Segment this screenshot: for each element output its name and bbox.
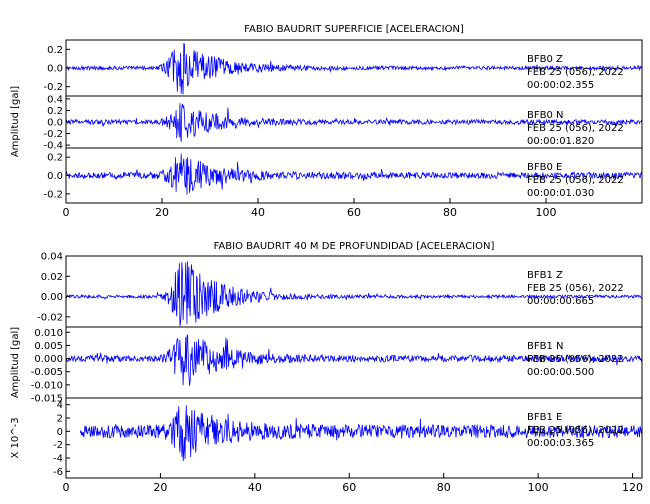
- time-label: 00:00:03.365: [527, 438, 594, 449]
- time-label: 00:00:00.665: [527, 296, 594, 307]
- y-tick-label: 0.000: [34, 354, 63, 365]
- time-label: 00:00:00.500: [527, 367, 594, 378]
- y-tick-label: 0.2: [47, 153, 63, 164]
- y-tick-label: -0.4: [43, 141, 63, 152]
- x-tick-label: 40: [251, 206, 265, 219]
- y-tick-label: 0: [57, 427, 63, 438]
- date-label: FEB 25 (056), 2022: [527, 67, 624, 78]
- chart-title: FABIO BAUDRIT 40 M DE PROFUNDIDAD [ACELE…: [214, 241, 495, 252]
- date-label: FEB 25 (056), 2022: [527, 425, 624, 436]
- y-tick-label: 0.0: [47, 64, 63, 75]
- x-tick-label: 80: [437, 481, 451, 494]
- y-tick-label: -0.2: [43, 189, 63, 200]
- time-label: 00:00:01.820: [527, 136, 594, 147]
- time-label: 00:00:02.355: [527, 80, 594, 91]
- y-tick-label: 0.2: [47, 45, 63, 56]
- plot-frame: [65, 255, 643, 479]
- y-tick-label: 0.04: [41, 252, 63, 263]
- y-tick-label: -0.005: [31, 367, 63, 378]
- chart-title: FABIO BAUDRIT SUPERFICIE [ACELERACION]: [244, 24, 464, 35]
- date-label: FEB 25 (056), 2022: [527, 175, 624, 186]
- y-tick-label: 0.2: [47, 106, 63, 117]
- waveform-line: [79, 405, 643, 462]
- station-label: BFB0 Z: [527, 54, 563, 65]
- x-tick-label: 120: [622, 481, 643, 494]
- waveform-line: [65, 103, 643, 142]
- y-tick-label: -4: [53, 454, 63, 465]
- y-tick-label: 2: [57, 414, 63, 425]
- y-tick-label: 4: [57, 400, 63, 411]
- y-tick-label: 0.010: [34, 328, 63, 339]
- x-tick-label: 40: [248, 481, 262, 494]
- y-tick-label: 0.02: [41, 272, 63, 283]
- station-label: BFB1 Z: [527, 270, 563, 281]
- y-axis-label: Amplitud [gal]: [10, 327, 21, 398]
- station-label: BFB0 E: [527, 162, 562, 173]
- waveform-line: [65, 43, 643, 95]
- y-axis-label: Amplitud [gal]: [10, 86, 21, 157]
- y-tick-label: 0.00: [41, 292, 63, 303]
- waveform-line: [65, 334, 643, 386]
- y-tick-label: -0.2: [43, 129, 63, 140]
- x-tick-label: 20: [155, 206, 169, 219]
- date-label: FEB 25 (056), 2022: [527, 354, 624, 365]
- station-label: BFB1 N: [527, 341, 564, 352]
- x-tick-label: 0: [63, 481, 70, 494]
- y-tick-label: -2: [53, 440, 63, 451]
- x-tick-label: 100: [536, 206, 557, 219]
- date-label: FEB 25 (056), 2022: [527, 283, 624, 294]
- y-tick-label: 0.0: [47, 171, 63, 182]
- y-tick-label: -6: [53, 467, 63, 478]
- y-tick-label: -0.2: [43, 82, 63, 93]
- y-tick-label: 0.005: [34, 341, 63, 352]
- x-tick-label: 100: [528, 481, 549, 494]
- y-tick-label: 0.0: [47, 118, 63, 129]
- y-tick-label: 0.4: [47, 94, 63, 105]
- waveform-line: [65, 153, 643, 195]
- x-tick-label: 60: [342, 481, 356, 494]
- y-tick-label: -0.010: [31, 380, 63, 391]
- y-tick-label: -0.015: [31, 394, 63, 405]
- x-tick-label: 60: [347, 206, 361, 219]
- station-label: BFB0 N: [527, 110, 564, 121]
- waveform-line: [65, 261, 643, 327]
- y-axis-scale-label: X 10^-3: [10, 417, 21, 458]
- station-label: BFB1 E: [527, 412, 562, 423]
- time-label: 00:00:01.030: [527, 188, 594, 199]
- x-tick-label: 80: [443, 206, 457, 219]
- x-tick-label: 20: [153, 481, 167, 494]
- x-tick-label: 0: [63, 206, 70, 219]
- y-tick-label: -0.02: [37, 312, 63, 323]
- date-label: FEB 25 (056), 2022: [527, 123, 624, 134]
